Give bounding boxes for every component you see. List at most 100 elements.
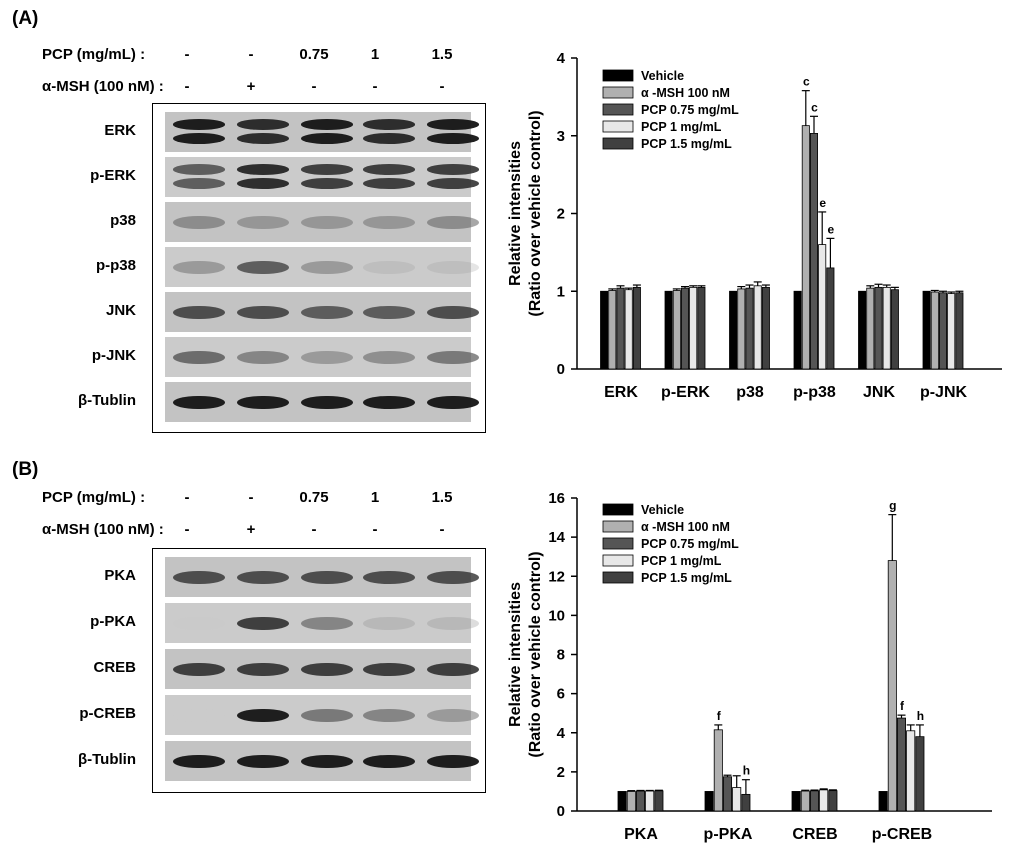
legend-entry: PCP 0.75 mg/mL	[641, 103, 739, 117]
blot-band	[301, 260, 353, 275]
western-blot-image-b	[152, 548, 486, 793]
blot-row-label: JNK	[105, 302, 136, 319]
blot-row-label: p38	[110, 212, 136, 229]
blot-band	[301, 350, 353, 365]
blot-band	[427, 177, 479, 189]
blot-row-label: p-JNK	[91, 347, 136, 364]
blot-band	[427, 164, 479, 175]
blot-strip	[165, 382, 479, 422]
legend-entry: PCP 1 mg/mL	[641, 554, 722, 568]
panel-a-label: (A)	[12, 8, 39, 29]
blot-band	[363, 616, 415, 631]
y-tick-label: 16	[548, 490, 565, 507]
bar	[645, 790, 655, 812]
pcp-value: -	[248, 489, 254, 506]
blot-band	[363, 164, 415, 175]
pcp-value: -	[248, 46, 254, 63]
blot-band	[427, 215, 479, 230]
blot-band	[427, 132, 479, 144]
blot-band	[301, 395, 353, 410]
blot-band	[173, 662, 225, 677]
significance-label: h	[917, 709, 924, 723]
blot-strip	[165, 695, 479, 735]
y-axis-label: (Ratio over vehicle control)	[527, 551, 544, 757]
blot-band	[427, 662, 479, 677]
legend-swatch	[602, 137, 634, 150]
significance-label: c	[803, 75, 810, 89]
blot-band	[363, 132, 415, 144]
blot-band	[363, 754, 415, 769]
category-label: JNK	[863, 384, 895, 401]
msh-value: -	[439, 521, 445, 538]
msh-value: -	[184, 521, 190, 538]
blot-band	[173, 754, 225, 769]
bar	[906, 730, 916, 812]
y-tick-label: 14	[548, 529, 565, 546]
significance-label: h	[743, 764, 750, 778]
pcp-value: 1	[370, 46, 380, 63]
y-tick-label: 8	[557, 647, 565, 664]
blot-band	[427, 305, 479, 320]
bar	[722, 776, 732, 812]
significance-label: f	[717, 709, 722, 723]
bar	[741, 793, 751, 812]
blot-band	[301, 708, 353, 723]
blot-band	[301, 215, 353, 230]
legend-swatch	[602, 69, 634, 82]
blot-band	[301, 119, 353, 130]
blot-band	[427, 350, 479, 365]
bar	[955, 292, 964, 370]
legend-swatch	[602, 120, 634, 133]
pcp-value: 0.75	[299, 46, 329, 63]
blot-strip	[165, 292, 479, 332]
msh-concentration-label: α-MSH (100 nM) :	[42, 78, 164, 95]
blot-band	[173, 305, 225, 320]
bar	[729, 290, 738, 370]
panel-b-label: (B)	[12, 459, 39, 480]
msh-value: -	[372, 78, 378, 95]
bar	[819, 789, 829, 812]
pcp-value: 1.5	[431, 46, 453, 63]
bar	[632, 286, 641, 370]
legend-entry: α -MSH 100 nM	[641, 86, 730, 100]
bar	[626, 791, 636, 812]
bar	[947, 293, 956, 370]
bar	[617, 791, 627, 812]
bar	[793, 290, 802, 370]
blot-strip	[165, 741, 479, 781]
bar	[809, 133, 818, 370]
blot-band	[237, 119, 289, 130]
blot-band	[237, 395, 289, 410]
significance-label: e	[819, 196, 826, 210]
blot-band	[173, 260, 225, 275]
y-tick-label: 2	[557, 764, 565, 781]
blot-band	[363, 395, 415, 410]
category-label: p-p38	[793, 384, 836, 401]
blot-band	[173, 395, 225, 410]
blot-band	[173, 164, 225, 175]
pcp-value: -	[184, 489, 190, 506]
bar	[858, 290, 867, 370]
significance-label: e	[828, 222, 835, 236]
blot-band	[237, 570, 289, 585]
msh-concentration-label: α-MSH (100 nM) :	[42, 521, 164, 538]
bar	[654, 790, 664, 812]
y-tick-label: 0	[557, 361, 565, 378]
msh-value: -	[372, 521, 378, 538]
blot-band	[363, 305, 415, 320]
category-label: PKA	[624, 826, 658, 843]
bar	[635, 790, 645, 812]
msh-value: -	[184, 78, 190, 95]
blot-band	[237, 164, 289, 175]
legend-entry: Vehicle	[641, 69, 684, 83]
blot-band	[363, 215, 415, 230]
msh-value: -	[311, 78, 317, 95]
bar	[878, 791, 888, 812]
blot-band	[301, 305, 353, 320]
blot-band	[237, 708, 289, 723]
blot-band	[173, 215, 225, 230]
blot-band	[237, 260, 289, 275]
blot-strip	[165, 557, 479, 597]
blot-band	[427, 616, 479, 631]
legend-swatch	[602, 554, 634, 567]
